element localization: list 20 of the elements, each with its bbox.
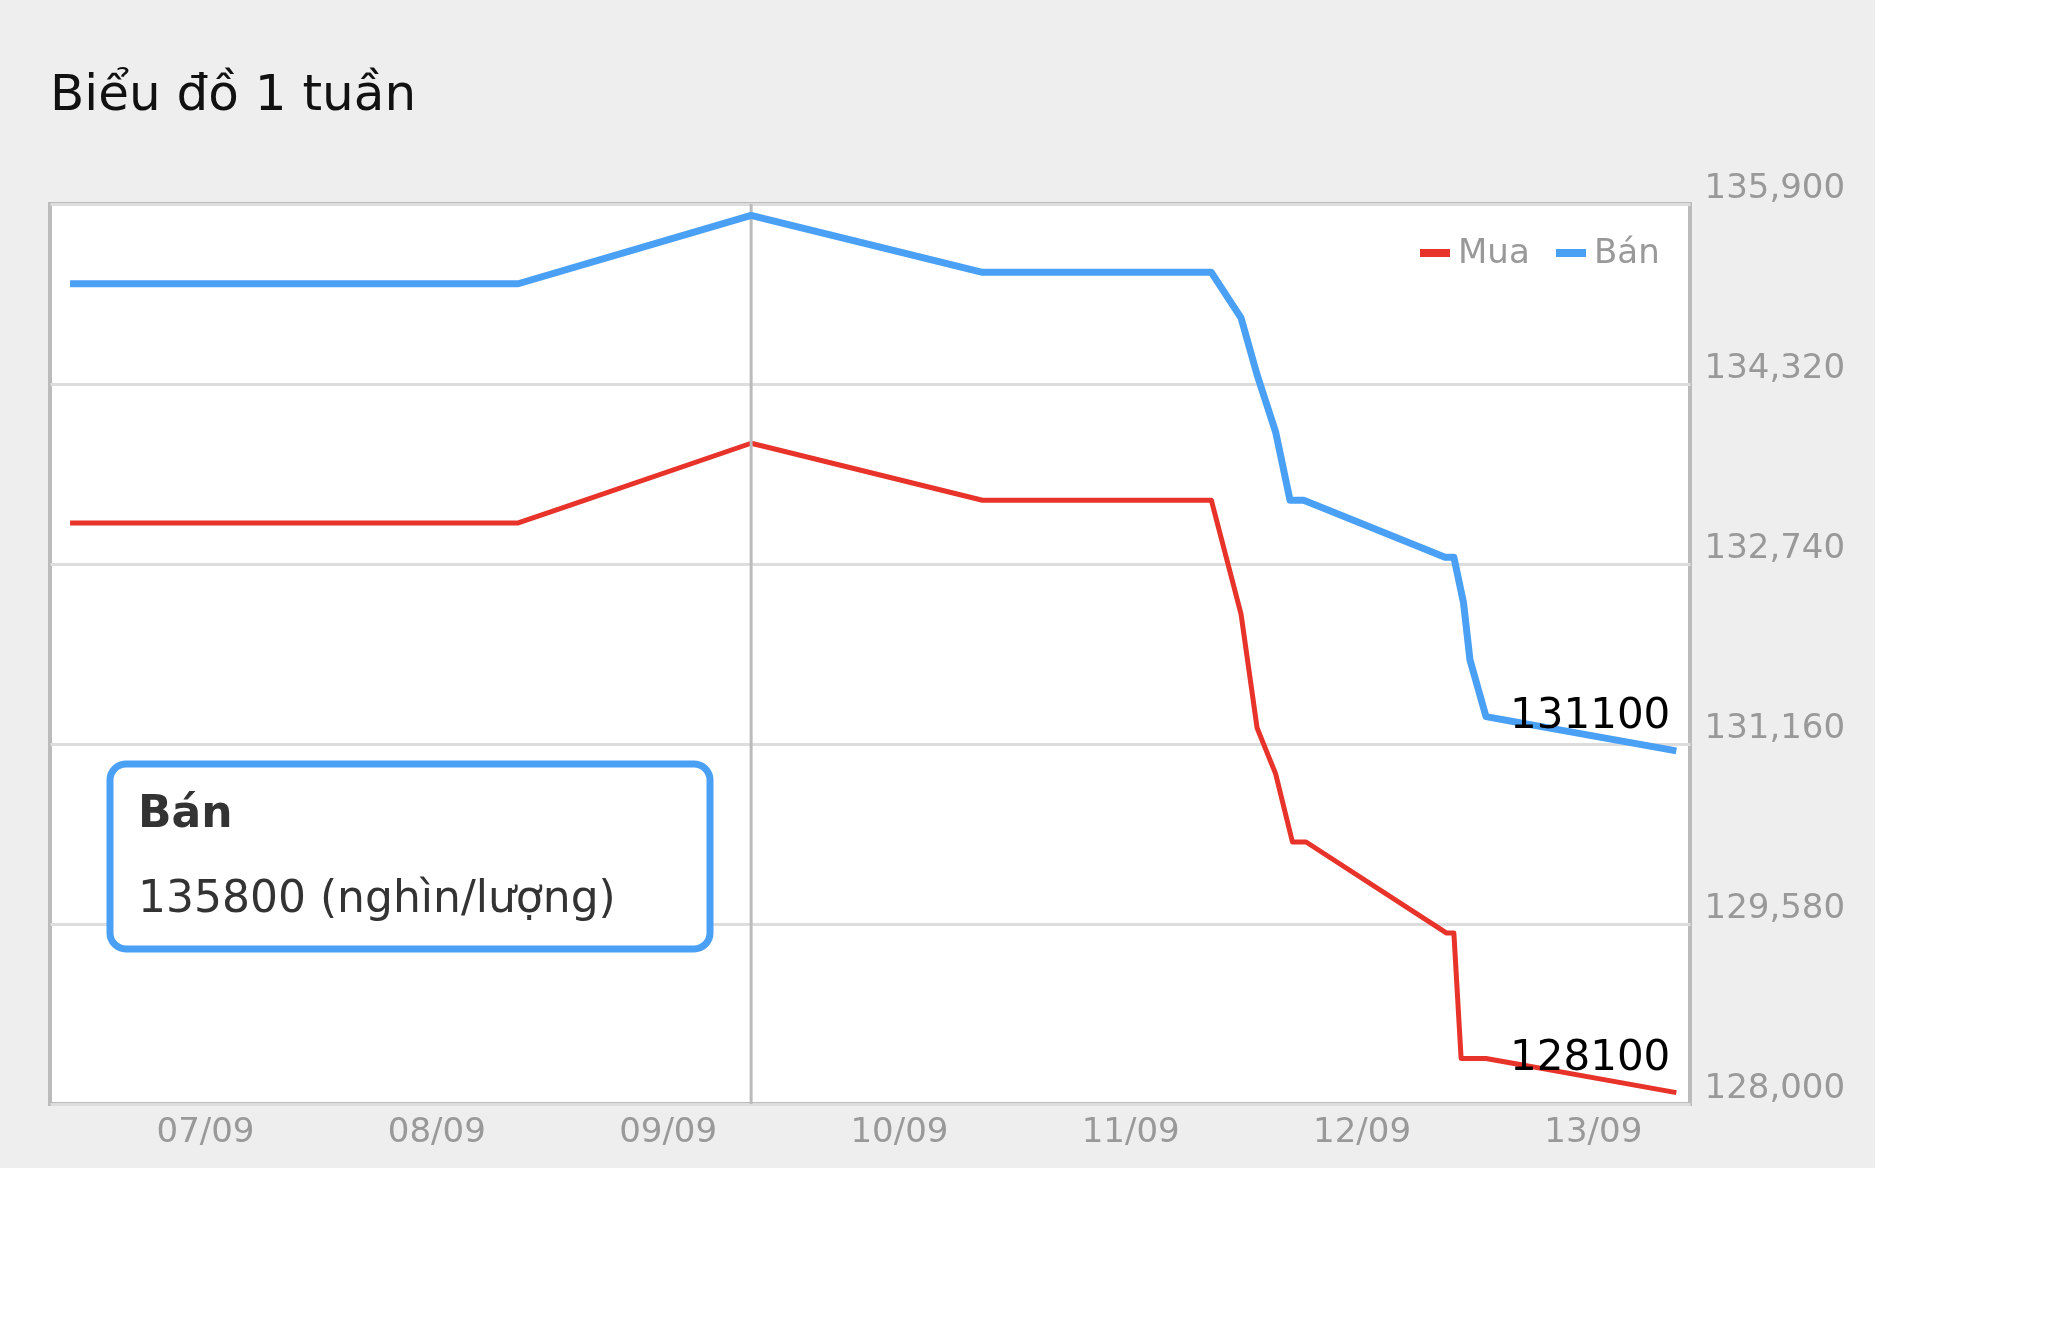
x-tick-label: 12/09 [1313, 1109, 1412, 1150]
x-tick-label: 07/09 [156, 1109, 255, 1150]
annotation: 131100 [1510, 688, 1671, 738]
x-tick-label: 08/09 [387, 1109, 486, 1150]
x-tick-label: 09/09 [619, 1109, 718, 1150]
annotation: 128100 [1510, 1030, 1671, 1080]
y-tick-label: 128,000 [1704, 1065, 1846, 1106]
y-tick-label: 135,900 [1704, 165, 1846, 206]
y-tick-label: 129,580 [1704, 885, 1846, 926]
y-tick-label: 132,740 [1704, 525, 1846, 566]
legend-label: Mua [1458, 231, 1530, 271]
annotation: 135800 (nghìn/lượng) [138, 871, 616, 922]
x-tick-label: 13/09 [1544, 1109, 1643, 1150]
chart-title: Biểu đồ 1 tuần [50, 64, 417, 122]
annotation: Bán [138, 786, 233, 837]
y-tick-label: 134,320 [1704, 345, 1846, 386]
x-tick-label: 11/09 [1081, 1109, 1180, 1150]
y-tick-label: 131,160 [1704, 705, 1846, 746]
legend-label: Bán [1594, 231, 1660, 271]
x-tick-label: 10/09 [850, 1109, 949, 1150]
